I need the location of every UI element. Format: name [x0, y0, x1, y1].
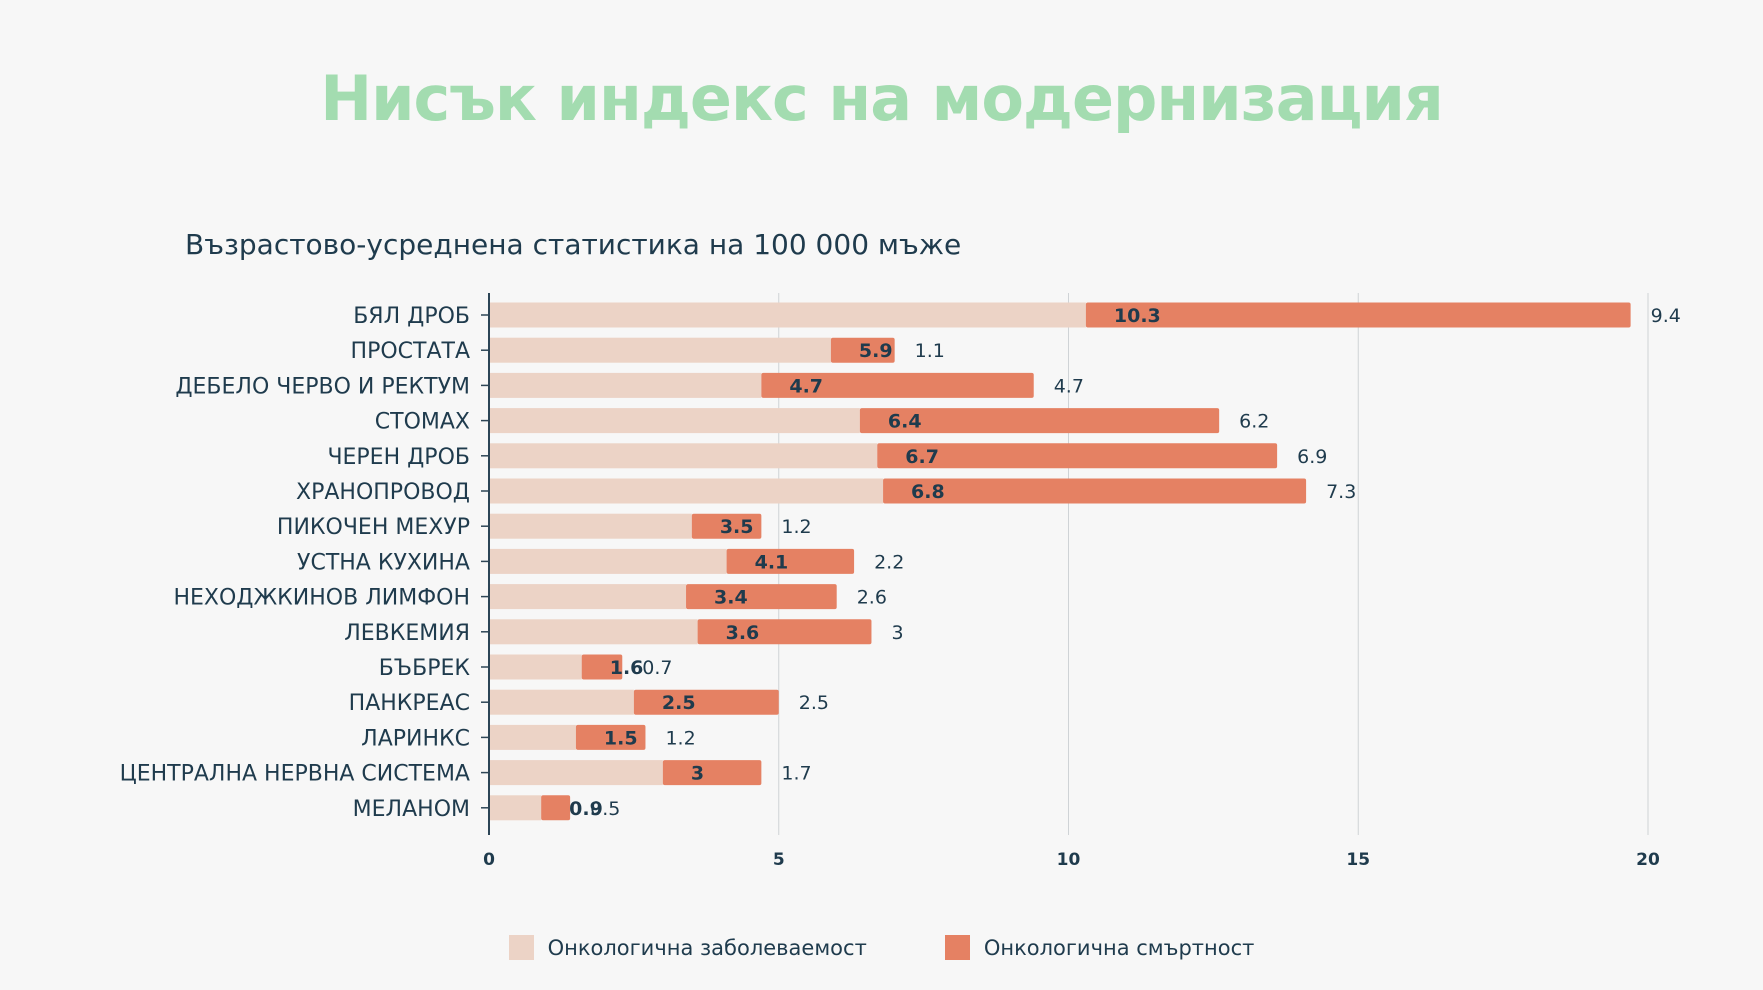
incidence-value-label: 0.9 [569, 798, 603, 820]
x-tick-label: 15 [1346, 850, 1370, 870]
category-labels: БЯЛ ДРОБ 10.3 9.4 ПРОСТАТА 5.9 1.1 ДЕБЕЛО ЧЕРВ… [120, 304, 1681, 822]
x-axis: 0 5 10 15 20 [481, 293, 1660, 870]
x-tick-label: 20 [1636, 850, 1660, 870]
bar-mortality [883, 478, 1307, 504]
incidence-value-label: 5.9 [859, 340, 893, 362]
x-tick-label: 5 [773, 850, 785, 870]
bar-mortality [633, 689, 779, 715]
incidence-value-label: 6.4 [888, 411, 922, 433]
mortality-value-label: 2.2 [874, 551, 904, 573]
incidence-value-label: 3.5 [720, 516, 754, 538]
category-label: ДЕБЕЛО ЧЕРВО И РЕКТУМ [175, 374, 470, 399]
x-tick-label: 0 [483, 850, 495, 870]
bar-incidence [489, 372, 762, 398]
mortality-value-label: 1.2 [665, 727, 695, 749]
incidence-value-label: 6.8 [911, 481, 945, 503]
category-label: УСТНА КУХИНА [297, 550, 470, 575]
bar-incidence [489, 724, 576, 750]
incidence-value-label: 1.6 [610, 657, 644, 679]
bar-mortality [830, 337, 895, 363]
bar-mortality [859, 408, 1220, 434]
mortality-value-label: 4.7 [1054, 375, 1084, 397]
bar-incidence [489, 478, 884, 504]
bar-mortality [1085, 302, 1631, 328]
mortality-value-label: 2.6 [857, 587, 887, 609]
bar-incidence [489, 302, 1086, 328]
incidence-value-label: 4.1 [755, 551, 789, 573]
bar-mortality [877, 443, 1278, 469]
bar-mortality [581, 654, 623, 680]
bar-mortality [761, 372, 1034, 398]
bar-incidence [489, 795, 542, 821]
bar-mortality [697, 619, 872, 645]
category-label: ЦЕНТРАЛНА НЕРВНА СИСТЕМА [120, 762, 470, 787]
bar-incidence [489, 619, 698, 645]
mortality-value-label: 3 [891, 622, 903, 644]
bar-incidence [489, 408, 860, 434]
bar-incidence [489, 548, 727, 574]
mortality-value-label: 0.7 [642, 657, 672, 679]
category-label: ЛЕВКЕМИЯ [344, 621, 470, 646]
bar-incidence [489, 584, 687, 610]
bar-chart: БЯЛ ДРОБ 10.3 9.4 ПРОСТАТА 5.9 1.1 ДЕБЕЛО ЧЕРВ… [120, 293, 1681, 870]
mortality-value-label: 9.4 [1651, 305, 1681, 327]
bar-incidence [489, 337, 831, 363]
category-label: ПАНКРЕАС [349, 691, 470, 716]
category-label: МЕЛАНОМ [353, 797, 470, 822]
legend-label-mortality: Онкологична смъртност [983, 935, 1255, 960]
bar-mortality [662, 760, 762, 786]
bar-incidence [489, 513, 692, 539]
category-label: ЧЕРЕН ДРОБ [327, 445, 470, 470]
bar-incidence [489, 654, 582, 680]
legend: Онкологична заболеваемост Онкологична см… [0, 935, 1763, 960]
mortality-value-label: 1.2 [781, 516, 811, 538]
mortality-value-label: 7.3 [1326, 481, 1356, 503]
legend-item-mortality: Онкологична смъртност [944, 935, 1255, 960]
incidence-value-label: 3 [691, 763, 704, 785]
incidence-value-label: 6.7 [905, 446, 939, 468]
mortality-value-label: 0.5 [590, 798, 620, 820]
legend-swatch-incidence [508, 935, 534, 960]
category-label: НЕХОДЖКИНОВ ЛИМФОН [173, 586, 470, 611]
incidence-value-label: 1.5 [604, 727, 638, 749]
category-label: ЛАРИНКС [361, 726, 470, 751]
mortality-value-label: 1.1 [915, 340, 945, 362]
category-label: БЪБРЕК [379, 656, 471, 681]
category-label: ПИКОЧЕН МЕХУР [277, 515, 470, 540]
category-label: ХРАНОПРОВОД [296, 480, 470, 505]
bars [489, 302, 1631, 821]
incidence-value-label: 4.7 [789, 375, 823, 397]
mortality-value-label: 2.5 [799, 692, 829, 714]
category-label: БЯЛ ДРОБ [353, 304, 470, 329]
mortality-value-label: 6.9 [1297, 446, 1327, 468]
incidence-value-label: 3.6 [726, 622, 760, 644]
bar-mortality [686, 584, 837, 610]
page-title: Нисък индекс на модернизация [320, 62, 1444, 135]
legend-label-incidence: Онкологична заболеваемост [547, 935, 867, 960]
incidence-value-label: 10.3 [1114, 305, 1161, 327]
bar-mortality [726, 548, 855, 574]
mortality-value-label: 6.2 [1239, 411, 1269, 433]
incidence-value-label: 2.5 [662, 692, 696, 714]
bar-incidence [489, 760, 663, 786]
legend-swatch-mortality [944, 935, 970, 960]
mortality-value-label: 1.7 [781, 763, 811, 785]
legend-item-incidence: Онкологична заболеваемост [508, 935, 867, 960]
bar-mortality [575, 724, 646, 750]
category-label: СТОМАХ [375, 410, 470, 435]
x-tick-label: 10 [1057, 850, 1081, 870]
bar-mortality [691, 513, 762, 539]
category-label: ПРОСТАТА [351, 339, 470, 364]
incidence-value-label: 3.4 [714, 587, 748, 609]
bar-mortality [541, 795, 571, 821]
bar-incidence [489, 689, 634, 715]
chart-subtitle: Възрастово-усреднена статистика на 100 0… [185, 228, 962, 261]
bar-incidence [489, 443, 878, 469]
